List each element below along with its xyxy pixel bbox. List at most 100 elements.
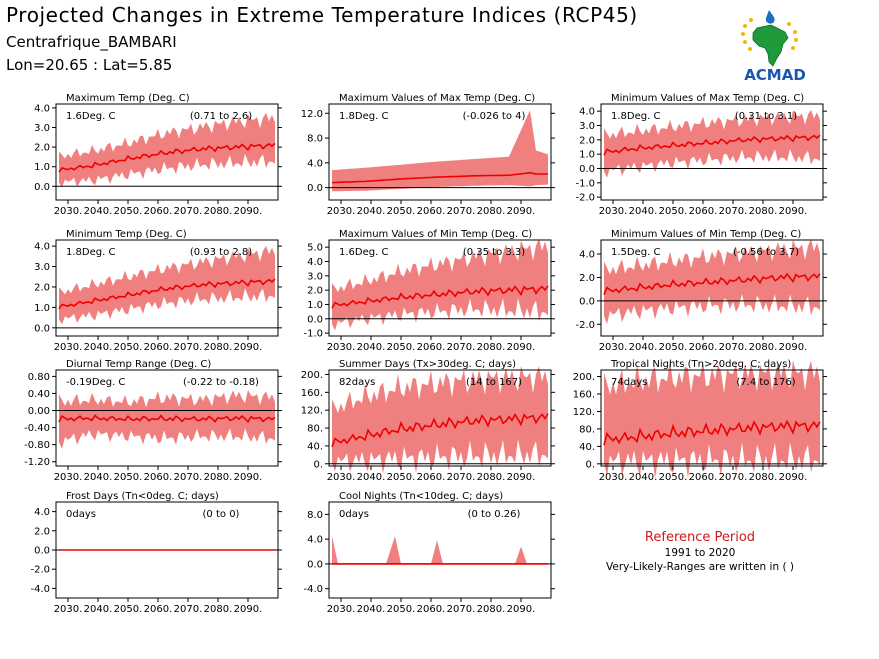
- x-tick-label: 2060.: [689, 472, 718, 482]
- x-tick-label: 2060.: [144, 472, 173, 482]
- y-tick-label: -2.0: [30, 565, 50, 576]
- plot-frame: [328, 103, 552, 201]
- y-tick-label: 80.: [579, 424, 595, 435]
- x-tick-label: 2030.: [599, 472, 628, 482]
- x-tick-label: 2030.: [327, 604, 356, 614]
- chart-title: Maximum Values of Min Temp (Deg. C): [339, 229, 532, 240]
- y-tick-label: 0.0: [34, 546, 50, 557]
- page-title: Projected Changes in Extreme Temperature…: [6, 3, 638, 27]
- ensemble-mean-line: [58, 414, 276, 423]
- x-tick-label: 2090.: [779, 472, 808, 482]
- africa-map-sun-drop-icon: ACMAD: [741, 10, 806, 84]
- y-tick-label: 120.: [573, 407, 595, 418]
- x-tick-label: 2060.: [689, 206, 718, 216]
- y-tick-label: 0.40: [28, 389, 50, 400]
- x-tick-label: 2030.: [54, 604, 83, 614]
- x-tick-label: 2040.: [357, 472, 386, 482]
- likely-range-label: (0 to 0.26): [468, 509, 521, 520]
- x-tick-label: 2060.: [417, 472, 446, 482]
- y-tick-label: 3.0: [579, 121, 595, 132]
- likely-range-label: (0 to 0): [203, 509, 240, 520]
- y-tick-label: 8.0: [307, 510, 323, 521]
- y-tick-label: 2.0: [34, 282, 50, 293]
- y-tick-label: 40.: [307, 441, 323, 452]
- y-tick-label: -2.0: [575, 193, 595, 204]
- x-tick-label: 2050.: [114, 206, 143, 216]
- plot-frame: [55, 103, 279, 201]
- x-tick-label: 2040.: [84, 206, 113, 216]
- africa-map-icon: [752, 24, 789, 67]
- likely-range-band: [604, 360, 820, 479]
- x-tick-label: 2050.: [114, 604, 143, 614]
- x-tick-label: 2090.: [779, 206, 808, 216]
- x-tick-label: 2080.: [204, 604, 233, 614]
- ensemble-mean-line: [58, 278, 276, 310]
- plot-frame: [328, 501, 552, 599]
- y-tick-label: 200.: [573, 372, 595, 383]
- y-tick-label: 0.0: [579, 164, 595, 175]
- x-tick-label: 2080.: [477, 342, 506, 352]
- x-tick-label: 2060.: [417, 206, 446, 216]
- x-tick-label: 2060.: [144, 206, 173, 216]
- x-tick-label: 2080.: [204, 206, 233, 216]
- x-tick-label: 2080.: [204, 472, 233, 482]
- chart-title: Diurnal Temp Range (Deg. C): [66, 359, 211, 370]
- likely-range-band: [332, 110, 548, 192]
- y-tick-label: 4.0: [34, 242, 50, 253]
- y-tick-label: 4.0: [34, 507, 50, 518]
- likely-range-band: [604, 239, 820, 325]
- x-tick-label: 2050.: [659, 472, 688, 482]
- y-tick-label: 0.0: [34, 182, 50, 193]
- y-tick-label: 1.0: [34, 162, 50, 173]
- y-tick-label: -1.0: [575, 178, 595, 189]
- chart-panel: 4.0 3.0 2.0 1.0 0.0 2030. 2040. 2050. 2060. 2070.…: [34, 93, 282, 216]
- x-tick-label: 2080.: [204, 342, 233, 352]
- x-tick-label: 2080.: [477, 604, 506, 614]
- y-tick-label: 3.0: [34, 262, 50, 273]
- x-tick-label: 2090.: [507, 472, 536, 482]
- chart-panel: 5.0 4.0 3.0 2.0 1.0 0.0 -1.0 2030. 2040. 2050. 206…: [303, 229, 555, 352]
- y-tick-label: 1.0: [34, 303, 50, 314]
- ensemble-mean-line: [331, 285, 549, 309]
- x-tick-label: 2080.: [749, 342, 778, 352]
- likely-range-label: (0.93 to 2.8): [190, 247, 252, 258]
- y-tick-label: 3.0: [34, 123, 50, 134]
- mean-change-label: 1.8Deg. C: [611, 111, 660, 122]
- y-tick-label: 0.0: [579, 296, 595, 307]
- y-tick-label: 4.0: [307, 257, 323, 268]
- likely-range-label: (0.31 to 3.1): [735, 111, 797, 122]
- mean-change-label: 1.6Deg. C: [66, 111, 115, 122]
- y-tick-label: 0.: [313, 459, 323, 470]
- y-tick-label: 4.0: [307, 158, 323, 169]
- x-tick-label: 2040.: [84, 472, 113, 482]
- x-tick-label: 2090.: [507, 604, 536, 614]
- y-tick-label: 4.0: [34, 103, 50, 114]
- x-tick-label: 2050.: [659, 342, 688, 352]
- x-tick-label: 2070.: [174, 472, 203, 482]
- y-tick-label: 4.0: [579, 250, 595, 261]
- x-tick-label: 2030.: [327, 206, 356, 216]
- x-tick-label: 2090.: [234, 472, 263, 482]
- x-tick-label: 2030.: [599, 206, 628, 216]
- x-tick-label: 2070.: [447, 604, 476, 614]
- x-tick-label: 2040.: [629, 472, 658, 482]
- mean-change-label: 1.8Deg. C: [66, 247, 115, 258]
- x-tick-label: 2070.: [719, 472, 748, 482]
- x-tick-label: 2040.: [357, 342, 386, 352]
- plot-frame: [328, 369, 552, 467]
- y-tick-label: 160.: [573, 390, 595, 401]
- chart-panel: 200. 160. 120. 80. 40. 0. 2030. 2040. 2050. 2060.…: [301, 359, 555, 482]
- x-tick-label: 2040.: [357, 604, 386, 614]
- y-tick-label: 0.00: [28, 406, 50, 417]
- likely-range-band: [332, 238, 548, 331]
- y-tick-label: 1.0: [307, 300, 323, 311]
- y-tick-label: 0.0: [307, 559, 323, 570]
- likely-range-label: (-0.56 to 3.7): [733, 247, 799, 258]
- x-tick-label: 2060.: [417, 604, 446, 614]
- likely-range-label: (0.35 to 3.3): [463, 247, 525, 258]
- x-tick-label: 2030.: [54, 472, 83, 482]
- x-tick-label: 2040.: [84, 604, 113, 614]
- x-tick-label: 2070.: [447, 206, 476, 216]
